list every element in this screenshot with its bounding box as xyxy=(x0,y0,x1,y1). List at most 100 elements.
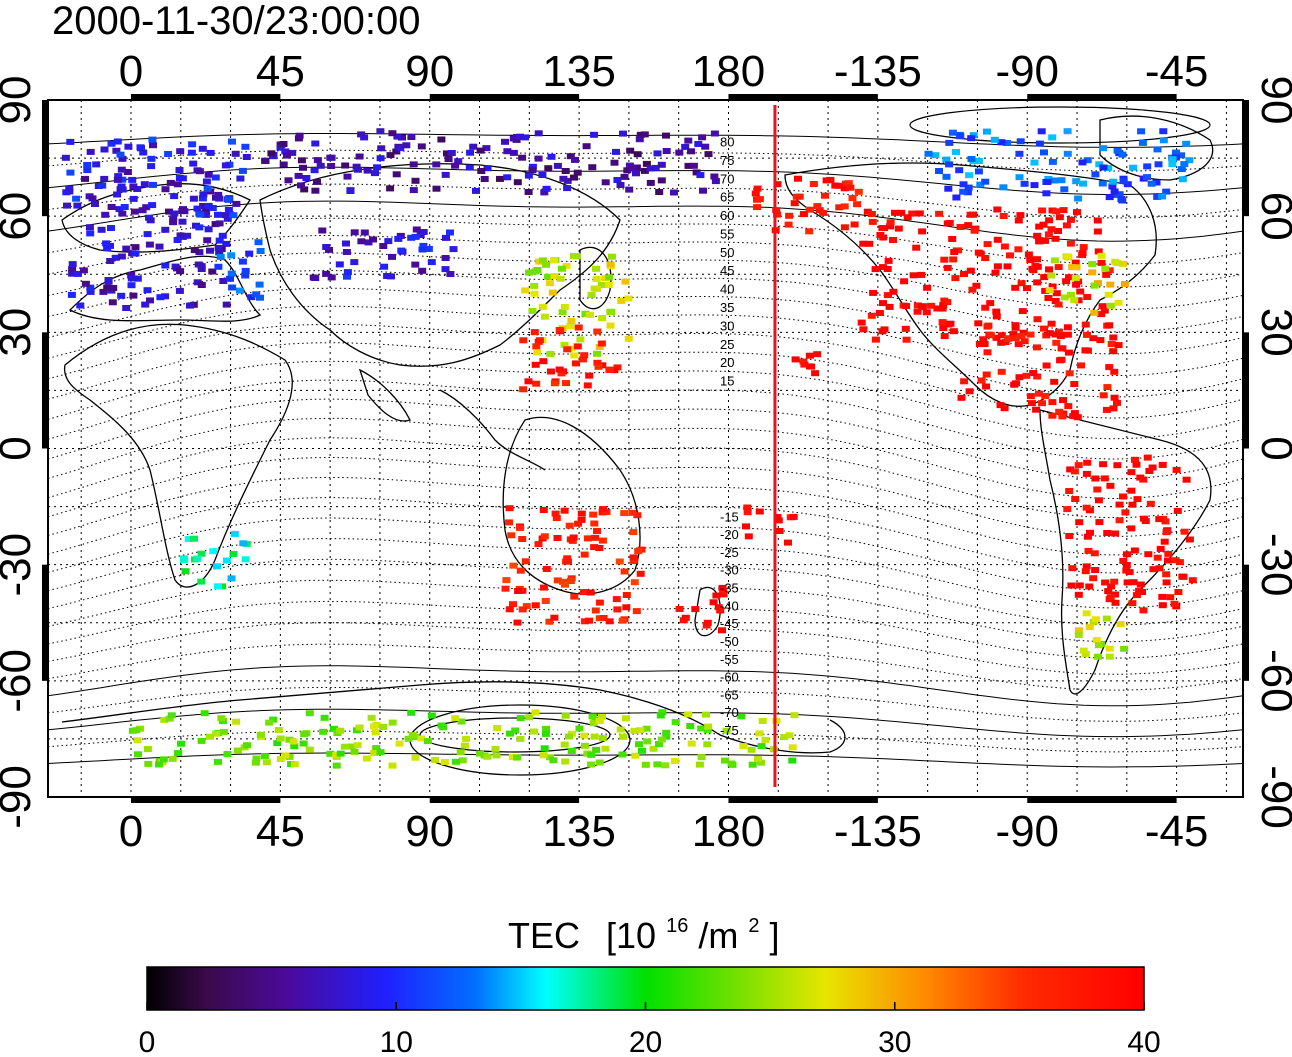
tec-pixel xyxy=(223,751,232,757)
tec-pixel xyxy=(113,176,122,183)
tec-pixel xyxy=(791,356,800,363)
colorbar-units-exp: 16 xyxy=(666,915,688,937)
tec-pixel xyxy=(737,713,746,720)
tec-pixel xyxy=(475,750,484,757)
tec-pixel xyxy=(923,284,932,291)
tec-pixel xyxy=(1079,647,1088,654)
tec-pixel xyxy=(72,195,81,202)
colorbar-tick-label: 10 xyxy=(380,1026,413,1057)
tec-pixel xyxy=(1110,394,1119,401)
tec-pixel xyxy=(190,535,198,542)
tec-pixel xyxy=(550,273,559,280)
dip-contour-label: 25 xyxy=(720,337,734,352)
tec-pixel xyxy=(671,719,680,726)
tec-pixel xyxy=(1086,529,1094,536)
tec-pixel xyxy=(176,268,185,275)
tec-pixel xyxy=(684,162,693,169)
tec-pixel xyxy=(530,290,539,297)
tec-pixel xyxy=(1162,188,1171,195)
tec-pixel xyxy=(586,589,595,596)
tec-pixel xyxy=(372,745,381,752)
tec-pixel xyxy=(616,182,625,188)
tec-pixel xyxy=(509,135,518,142)
tec-pixel xyxy=(727,760,736,767)
tec-pixel xyxy=(540,584,548,591)
tec-pixel xyxy=(636,570,645,577)
tec-pixel xyxy=(190,247,199,254)
tec-pixel xyxy=(130,208,139,215)
tec-pixel xyxy=(908,210,917,217)
tec-pixel xyxy=(1083,157,1092,164)
tec-pixel xyxy=(175,287,184,294)
tec-pixel xyxy=(992,308,1001,315)
tec-pixel xyxy=(68,266,77,273)
tec-pixel xyxy=(655,741,663,747)
tec-pixel xyxy=(1122,562,1131,568)
tec-pixel xyxy=(465,164,474,171)
tec-pixel xyxy=(1116,621,1125,628)
tec-pixel xyxy=(423,738,432,745)
dip-contour-line xyxy=(48,323,1243,398)
tec-pixel xyxy=(1074,195,1083,202)
tec-pixel xyxy=(395,740,404,747)
bottom-tick-label: 45 xyxy=(256,807,305,856)
tec-pixel xyxy=(574,324,583,331)
tec-pixel xyxy=(528,167,537,174)
tec-pixel xyxy=(364,239,373,246)
tec-pixel xyxy=(454,158,463,165)
tec-pixel xyxy=(1171,557,1180,564)
tec-pixel xyxy=(229,551,238,557)
tec-pixel xyxy=(1083,294,1092,300)
tec-pixel xyxy=(295,132,304,139)
dip-contour-label: 80 xyxy=(720,135,734,150)
tec-pixel xyxy=(567,345,576,352)
tec-pixel xyxy=(176,148,185,155)
tec-pixel xyxy=(1110,188,1119,195)
tec-pixel xyxy=(503,148,512,155)
tec-pixel xyxy=(1045,266,1053,273)
dip-contour-line xyxy=(48,752,1243,768)
tec-pixel xyxy=(1073,209,1081,216)
tec-pixel xyxy=(1065,533,1074,539)
tec-pixel xyxy=(593,528,601,534)
tec-pixel xyxy=(169,219,178,226)
left-tick-label: -90 xyxy=(0,765,40,829)
tec-pixel xyxy=(224,196,233,203)
tec-pixel xyxy=(1078,159,1087,166)
colorbar-ticks: 0 10 20 30 40 xyxy=(139,1002,1161,1057)
tec-pixel xyxy=(542,185,551,192)
tec-data-layer xyxy=(61,128,1197,769)
tec-pixel xyxy=(1170,600,1179,607)
tec-pixel xyxy=(111,254,120,261)
dip-contour-label: 70 xyxy=(720,171,734,186)
tec-pixel xyxy=(1107,583,1116,590)
tec-pixel xyxy=(789,513,798,520)
tec-pixel xyxy=(226,275,234,282)
tec-pixel xyxy=(1098,303,1107,310)
tec-pixel xyxy=(588,713,597,720)
tec-pixel xyxy=(884,292,892,299)
tec-pixel xyxy=(559,578,567,585)
tec-pixel xyxy=(912,244,921,251)
tec-pixel xyxy=(1026,257,1035,264)
tec-pixel xyxy=(1089,335,1098,342)
tec-pixel xyxy=(106,258,115,264)
tec-pixel xyxy=(539,507,548,513)
tec-pixel xyxy=(885,303,894,310)
tec-pixel xyxy=(229,212,238,219)
tec-pixel xyxy=(407,234,416,241)
tec-pixel xyxy=(86,288,95,295)
tec-pixel xyxy=(632,608,641,615)
tec-pixel xyxy=(276,756,285,763)
tec-pixel xyxy=(739,743,748,750)
tec-pixel xyxy=(161,186,170,193)
tec-pixel xyxy=(1033,316,1042,323)
tec-pixel xyxy=(1055,214,1064,221)
tec-pixel xyxy=(417,143,426,150)
tec-pixel xyxy=(451,715,460,722)
tec-pixel xyxy=(362,755,371,762)
tec-pixel xyxy=(886,219,895,226)
tec-pixel xyxy=(243,742,251,749)
tec-pixel xyxy=(208,268,217,275)
tec-pixel xyxy=(245,250,254,257)
